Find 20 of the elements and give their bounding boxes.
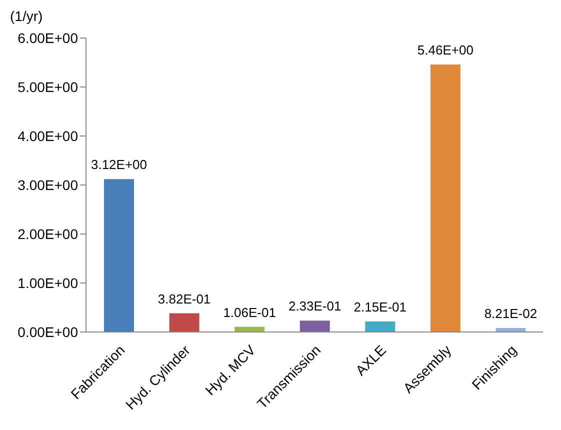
bar: [169, 313, 200, 332]
data-label: 5.46E+00: [417, 42, 474, 58]
bar: [300, 320, 330, 332]
y-axis-title: (1/yr): [10, 8, 43, 24]
data-label: 2.33E-01: [288, 298, 342, 314]
data-label: 3.12E+00: [90, 157, 148, 172]
data-label: 1.06E-01: [223, 304, 276, 320]
data-label: 3.82E-01: [158, 291, 211, 306]
bar: [430, 64, 460, 332]
y-tick-label: 0.00E+00: [18, 324, 78, 340]
data-label: 2.15E-01: [354, 299, 407, 314]
bar: [365, 321, 396, 332]
y-tick-label: 6.00E+00: [18, 30, 78, 46]
y-tick-label: 1.00E+00: [18, 274, 78, 291]
y-tick-label: 2.00E+00: [18, 226, 78, 242]
data-label: 8.21E-02: [484, 306, 538, 321]
y-tick-label: 4.00E+00: [18, 128, 78, 144]
bar: [104, 179, 134, 332]
y-tick-label: 5.00E+00: [18, 78, 78, 95]
y-tick-label: 3.00E+00: [18, 176, 78, 193]
